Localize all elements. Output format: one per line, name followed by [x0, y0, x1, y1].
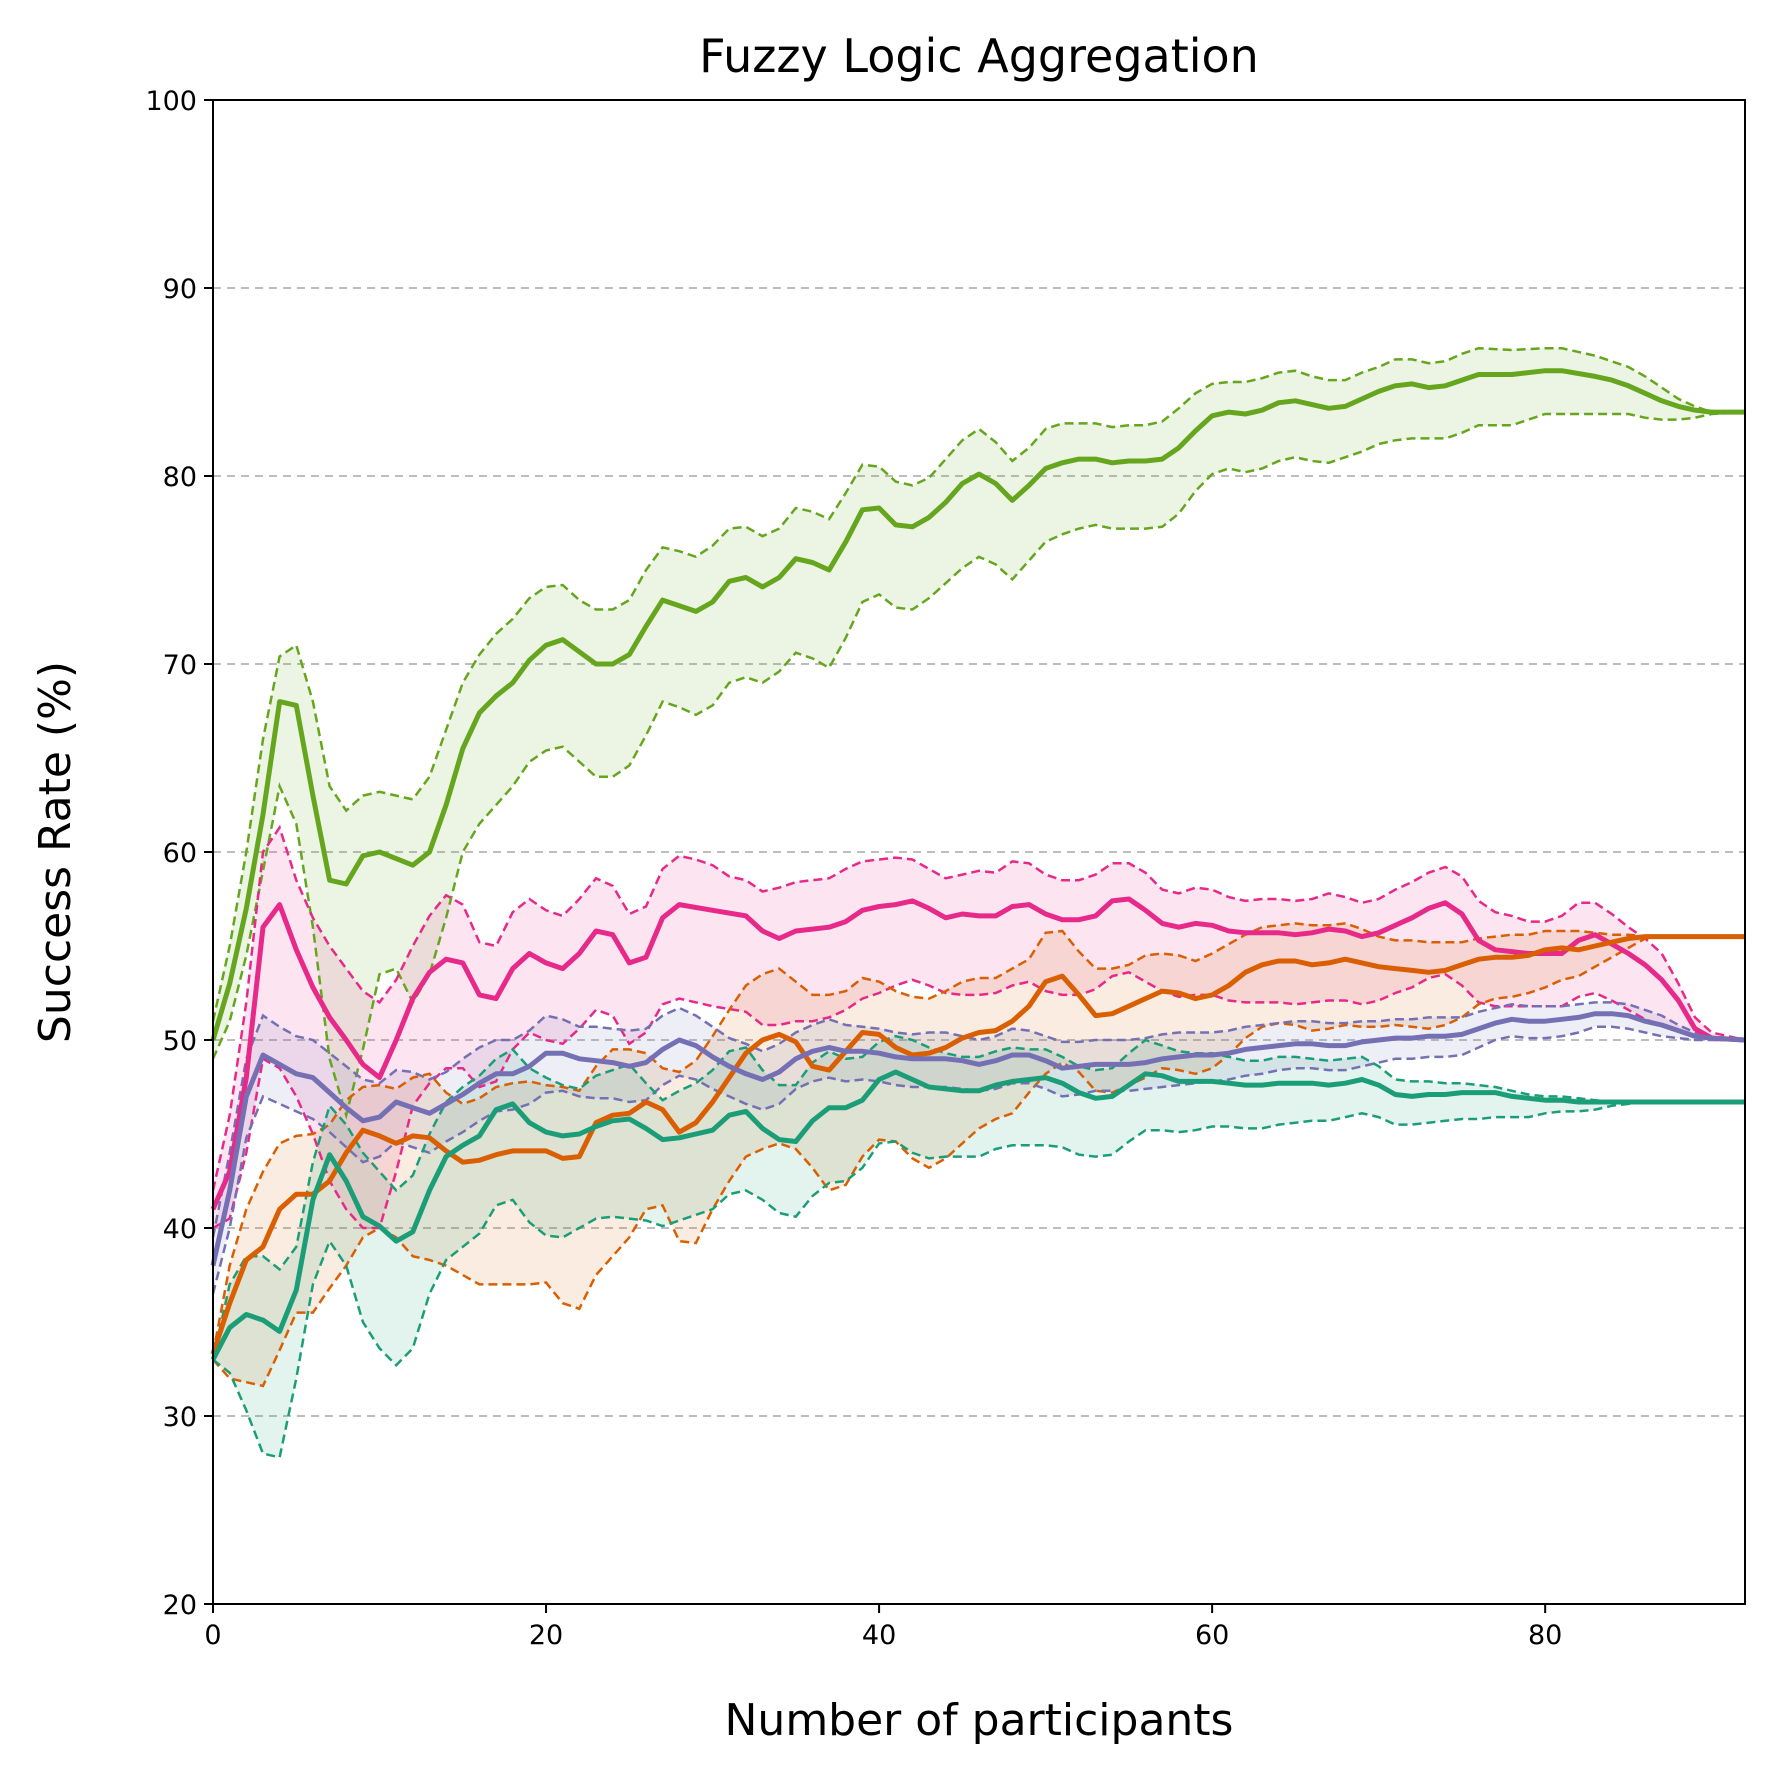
y-tick-label: 50	[163, 1026, 197, 1057]
y-tick-label: 70	[163, 650, 197, 681]
series-0-upper-line	[211, 346, 1745, 1022]
y-tick-label: 90	[163, 274, 197, 305]
x-tick-label: 40	[862, 1620, 896, 1651]
chart-title: Fuzzy Logic Aggregation	[699, 29, 1259, 83]
series-4-mean-line	[210, 1069, 1745, 1361]
x-axis-ticks: 0 20 40 60 80	[204, 1604, 1562, 1651]
y-tick-label: 20	[163, 1590, 197, 1621]
grid-lines	[213, 287, 1745, 1417]
y-tick-label: 30	[163, 1402, 197, 1433]
y-axis-label: Success Rate (%)	[30, 661, 81, 1043]
y-axis-ticks: 20 30 40 50 60 70 80 90 100	[145, 86, 213, 1621]
series-4-lower-line	[212, 1100, 1745, 1459]
mean-lines	[210, 368, 1746, 1361]
x-axis-label: Number of participants	[725, 1695, 1234, 1746]
series-2-band	[213, 923, 1745, 1386]
series-3-upper-line	[211, 1001, 1746, 1238]
x-tick-label: 60	[1195, 1620, 1229, 1651]
x-tick-label: 20	[529, 1620, 563, 1651]
series-0-lower-line	[211, 410, 1746, 1120]
series-1-band	[213, 827, 1745, 1228]
y-tick-label: 40	[163, 1214, 197, 1245]
series-2-lower-line	[212, 935, 1745, 1388]
y-tick-label: 60	[163, 838, 197, 869]
series-3-mean-line	[210, 1011, 1746, 1267]
series-1-upper-line	[211, 824, 1746, 1191]
series-1-lower-line	[212, 970, 1745, 1230]
series-0-mean-line	[210, 368, 1745, 1041]
series-2-mean-line	[210, 934, 1745, 1355]
series-4-band	[213, 1036, 1745, 1458]
x-tick-label: 0	[204, 1620, 221, 1651]
series-0-band	[213, 348, 1745, 1116]
series-1-mean-line	[210, 896, 1746, 1211]
y-tick-label: 80	[163, 462, 197, 493]
y-tick-label: 100	[145, 86, 197, 117]
x-tick-label: 80	[1528, 1620, 1562, 1651]
